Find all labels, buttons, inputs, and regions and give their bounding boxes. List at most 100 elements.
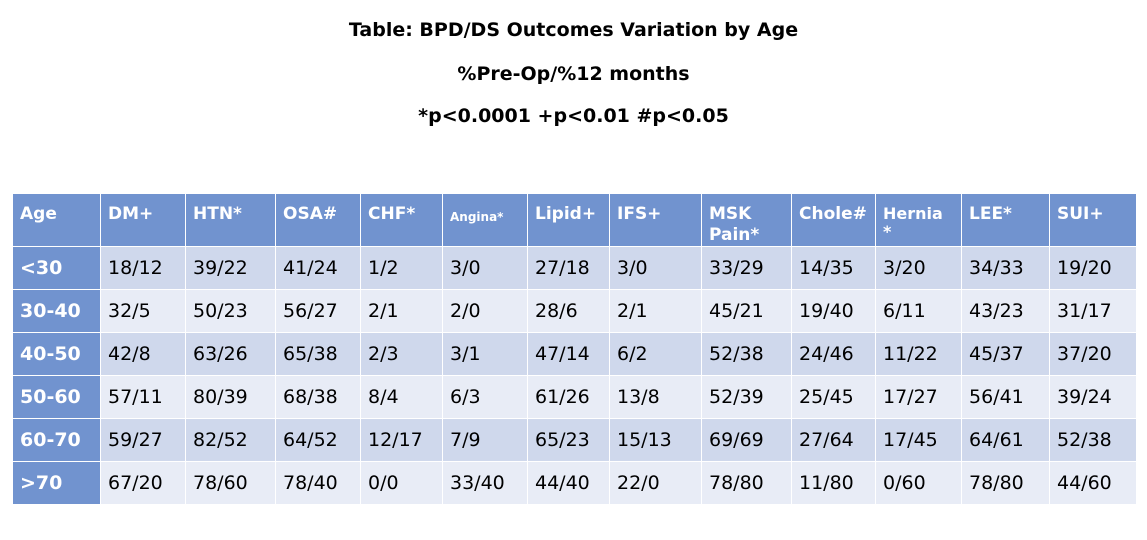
table-cell: 27/64 (791, 418, 876, 462)
column-header-htn: HTN* (185, 193, 276, 247)
table-cell: 39/24 (1049, 375, 1137, 419)
column-header-lee: LEE* (961, 193, 1050, 247)
column-header-age: Age (12, 193, 101, 247)
table-cell: 78/80 (961, 461, 1050, 505)
table-cell: 6/3 (442, 375, 528, 419)
page-subtitle: %Pre-Op/%12 months (457, 63, 690, 85)
table-cell: 0/0 (360, 461, 443, 505)
table-cell: 17/45 (875, 418, 962, 462)
column-header-hernia: Hernia * (875, 193, 962, 247)
table-cell: 17/27 (875, 375, 962, 419)
column-header-dm: DM+ (100, 193, 186, 247)
column-header-chf: CHF* (360, 193, 443, 247)
table-cell: 19/40 (791, 289, 876, 333)
table-cell: 61/26 (527, 375, 610, 419)
table-row: 40-50 42/8 63/26 65/38 2/3 3/1 47/14 6/2… (12, 332, 1137, 376)
table-cell: 69/69 (701, 418, 792, 462)
table-cell: 3/0 (442, 246, 528, 290)
age-cell: >70 (12, 461, 101, 505)
table-row: 30-40 32/5 50/23 56/27 2/1 2/0 28/6 2/1 … (12, 289, 1137, 333)
table-cell: 7/9 (442, 418, 528, 462)
table-cell: 41/24 (275, 246, 361, 290)
table-row: 60-70 59/27 82/52 64/52 12/17 7/9 65/23 … (12, 418, 1137, 462)
table-cell: 78/60 (185, 461, 276, 505)
table-cell: 2/0 (442, 289, 528, 333)
table-cell: 18/12 (100, 246, 186, 290)
table-cell: 14/35 (791, 246, 876, 290)
table-cell: 24/46 (791, 332, 876, 376)
table-cell: 6/11 (875, 289, 962, 333)
table-cell: 44/40 (527, 461, 610, 505)
table-header-row: Age DM+ HTN* OSA# CHF* Angina* Lipid+ IF… (12, 193, 1137, 247)
age-cell: <30 (12, 246, 101, 290)
table-cell: 11/80 (791, 461, 876, 505)
age-cell: 60-70 (12, 418, 101, 462)
table-cell: 12/17 (360, 418, 443, 462)
table-cell: 57/11 (100, 375, 186, 419)
table-cell: 31/17 (1049, 289, 1137, 333)
table-cell: 64/61 (961, 418, 1050, 462)
column-header-chole: Chole# (791, 193, 876, 247)
table-row: >70 67/20 78/60 78/40 0/0 33/40 44/40 22… (12, 461, 1137, 505)
table-cell: 19/20 (1049, 246, 1137, 290)
table-cell: 64/52 (275, 418, 361, 462)
table-cell: 37/20 (1049, 332, 1137, 376)
table-cell: 82/52 (185, 418, 276, 462)
column-header-msk-pain: MSK Pain* (701, 193, 792, 247)
table-cell: 2/1 (609, 289, 702, 333)
column-header-angina: Angina* (442, 193, 528, 247)
outcomes-table: Age DM+ HTN* OSA# CHF* Angina* Lipid+ IF… (12, 193, 1137, 505)
table-cell: 2/1 (360, 289, 443, 333)
table-cell: 67/20 (100, 461, 186, 505)
table-cell: 0/60 (875, 461, 962, 505)
table-cell: 42/8 (100, 332, 186, 376)
table-cell: 45/37 (961, 332, 1050, 376)
table-cell: 63/26 (185, 332, 276, 376)
table-cell: 22/0 (609, 461, 702, 505)
table-cell: 33/40 (442, 461, 528, 505)
age-cell: 40-50 (12, 332, 101, 376)
table-cell: 56/27 (275, 289, 361, 333)
table-cell: 44/60 (1049, 461, 1137, 505)
table-cell: 45/21 (701, 289, 792, 333)
table-cell: 65/23 (527, 418, 610, 462)
table-cell: 27/18 (527, 246, 610, 290)
table-row: <30 18/12 39/22 41/24 1/2 3/0 27/18 3/0 … (12, 246, 1137, 290)
age-cell: 50-60 (12, 375, 101, 419)
table-cell: 78/80 (701, 461, 792, 505)
age-cell: 30-40 (12, 289, 101, 333)
table-cell: 1/2 (360, 246, 443, 290)
table-row: 50-60 57/11 80/39 68/38 8/4 6/3 61/26 13… (12, 375, 1137, 419)
column-header-lipid: Lipid+ (527, 193, 610, 247)
table-cell: 68/38 (275, 375, 361, 419)
table-cell: 78/40 (275, 461, 361, 505)
table-cell: 80/39 (185, 375, 276, 419)
table-cell: 59/27 (100, 418, 186, 462)
table-cell: 39/22 (185, 246, 276, 290)
table-cell: 50/23 (185, 289, 276, 333)
table-cell: 11/22 (875, 332, 962, 376)
table-cell: 52/38 (701, 332, 792, 376)
page-title: Table: BPD/DS Outcomes Variation by Age (348, 19, 799, 41)
table-cell: 15/13 (609, 418, 702, 462)
column-header-sui: SUI+ (1049, 193, 1137, 247)
table-cell: 43/23 (961, 289, 1050, 333)
table-cell: 47/14 (527, 332, 610, 376)
column-header-osa: OSA# (275, 193, 361, 247)
significance-legend: *p<0.0001 +p<0.01 #p<0.05 (418, 105, 729, 127)
table-cell: 3/1 (442, 332, 528, 376)
table-cell: 2/3 (360, 332, 443, 376)
table-cell: 56/41 (961, 375, 1050, 419)
table-cell: 32/5 (100, 289, 186, 333)
table-cell: 13/8 (609, 375, 702, 419)
table-cell: 34/33 (961, 246, 1050, 290)
table-cell: 8/4 (360, 375, 443, 419)
table-cell: 3/20 (875, 246, 962, 290)
table-cell: 52/38 (1049, 418, 1137, 462)
table-cell: 6/2 (609, 332, 702, 376)
table-cell: 65/38 (275, 332, 361, 376)
table-cell: 25/45 (791, 375, 876, 419)
table-cell: 3/0 (609, 246, 702, 290)
table-cell: 52/39 (701, 375, 792, 419)
table-cell: 33/29 (701, 246, 792, 290)
